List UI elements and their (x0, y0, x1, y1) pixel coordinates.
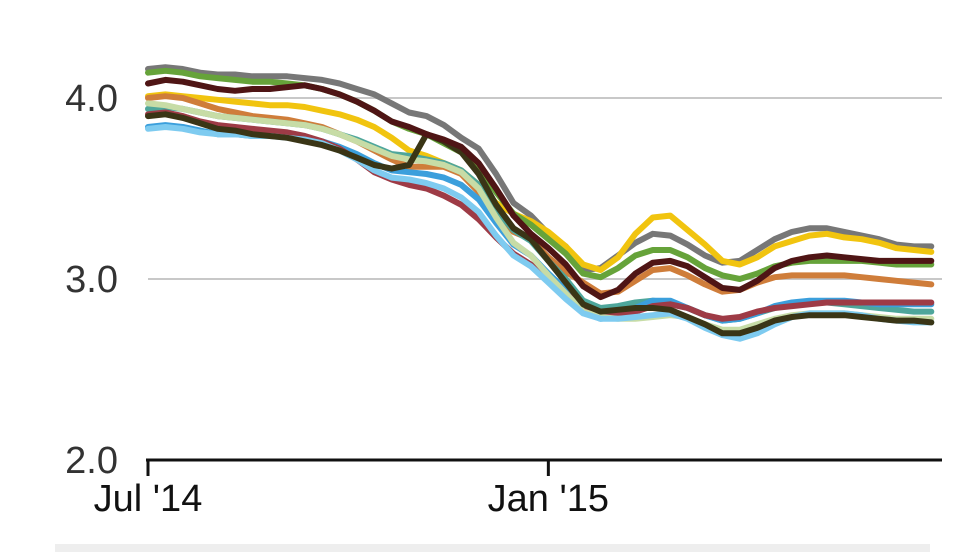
series-line-2 (145, 91, 935, 273)
y-tick-label: 3.0 (65, 259, 118, 301)
x-axis-ticks: Jul '14 Jan '15 (94, 460, 609, 520)
bottom-panel-strip (55, 544, 930, 552)
series-line-7 (145, 109, 935, 322)
y-axis-tick-labels: 2.0 3.0 4.0 (65, 78, 118, 482)
x-tick-label: Jan '15 (488, 478, 609, 520)
series-line-5 (145, 104, 935, 324)
x-tick-label: Jul '14 (94, 478, 203, 520)
series-line-11 (145, 76, 935, 301)
series-lines (145, 64, 935, 342)
y-tick-label: 2.0 (65, 440, 118, 482)
series-line-10 (145, 111, 935, 337)
y-tick-label: 4.0 (65, 78, 118, 120)
